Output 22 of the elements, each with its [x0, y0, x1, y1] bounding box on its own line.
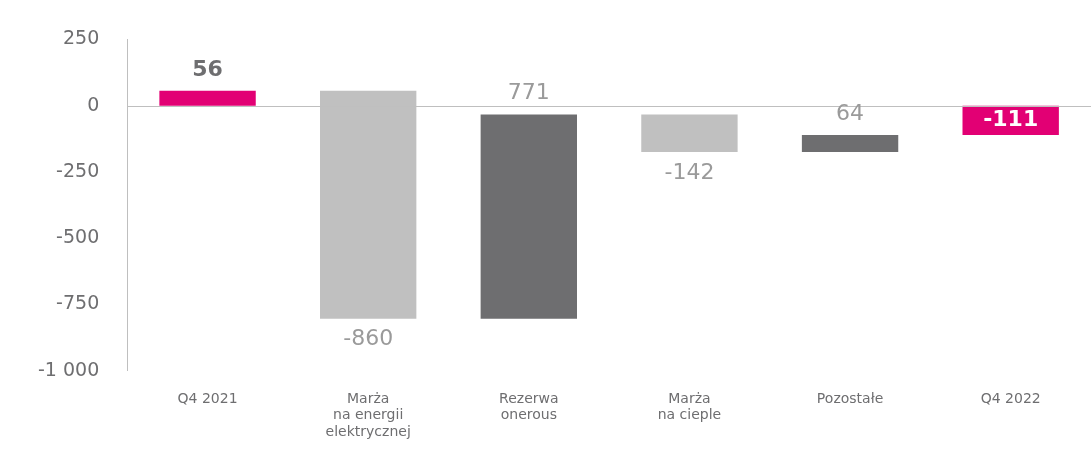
- data-label: -860: [343, 325, 394, 351]
- y-tick-label: -750: [56, 291, 100, 314]
- y-tick-label: -250: [56, 158, 100, 181]
- bar: [801, 135, 899, 153]
- data-label: 56: [192, 55, 223, 81]
- bar: [480, 114, 577, 319]
- data-label: 64: [836, 99, 865, 125]
- y-tick-label: 250: [62, 26, 100, 49]
- data-label: 771: [507, 79, 550, 105]
- bar: [641, 114, 738, 153]
- y-tick-label: -1 000: [38, 357, 100, 380]
- bar: [159, 90, 256, 106]
- x-tick-label: Q4 2021: [177, 389, 238, 406]
- x-tick-label: Marża na cieple: [657, 389, 722, 423]
- x-tick-label: Q4 2022: [980, 389, 1041, 406]
- x-tick-label: Pozostałe: [816, 389, 884, 406]
- x-tick-label: Rezerwa onerous: [499, 389, 559, 423]
- data-label: -142: [664, 158, 715, 184]
- y-tick-label: 0: [87, 92, 100, 115]
- data-label: -111: [983, 106, 1039, 132]
- y-tick-label: -500: [56, 225, 100, 248]
- x-tick-label: Marża na energii elektrycznej: [325, 389, 411, 440]
